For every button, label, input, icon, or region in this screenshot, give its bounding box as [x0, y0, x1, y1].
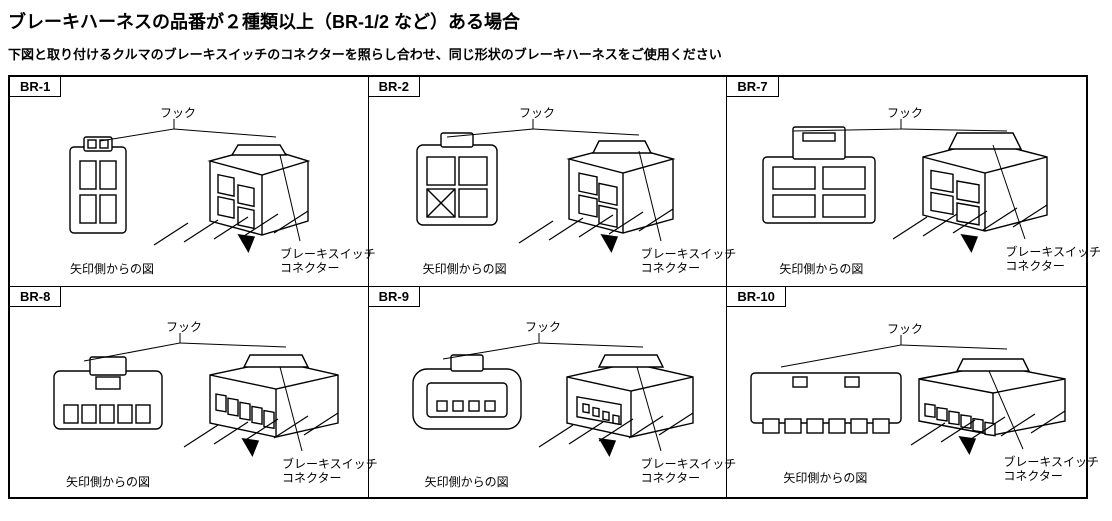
switch-connector-caption: ブレーキスイッチコネクター: [280, 247, 376, 276]
leader-line-icon: [901, 129, 1007, 131]
leader-line-icon: [539, 343, 643, 347]
hook-label: フック: [160, 106, 196, 120]
front-view-icon: [413, 355, 521, 429]
iso-view-icon: [911, 359, 1065, 445]
iso-view-icon: [184, 355, 338, 447]
view-arrow-icon: [961, 227, 984, 253]
switch-connector-caption: ブレーキスイッチコネクター: [282, 457, 378, 486]
iso-view-icon: [519, 141, 673, 243]
arrow-side-caption: 矢印側からの図: [66, 475, 150, 489]
hook-label: フック: [519, 106, 555, 120]
switch-connector-caption: ブレーキスイッチコネクター: [1005, 245, 1101, 274]
arrow-side-caption: 矢印側からの図: [783, 471, 867, 485]
hook-label: フック: [887, 322, 923, 336]
connector-cell: BR-2フック矢印側からの図ブレーキスイッチコネクター: [369, 77, 728, 287]
front-view-icon: [417, 133, 497, 225]
connector-cell: BR-1フック矢印側からの図ブレーキスイッチコネクター: [10, 77, 369, 287]
connector-grid: BR-1フック矢印側からの図ブレーキスイッチコネクターBR-2フック矢印側からの…: [8, 75, 1088, 499]
connector-cell: BR-7フック矢印側からの図ブレーキスイッチコネクター: [727, 77, 1086, 287]
hook-label: フック: [525, 320, 561, 334]
leader-line-icon: [781, 335, 901, 367]
switch-connector-caption: ブレーキスイッチコネクター: [641, 457, 737, 486]
leader-line-icon: [901, 345, 1007, 349]
leader-line-icon: [533, 129, 639, 135]
front-view-icon: [763, 127, 875, 223]
iso-view-icon: [893, 133, 1047, 239]
arrow-side-caption: 矢印側からの図: [70, 262, 154, 276]
page-title: ブレーキハーネスの品番が２種類以上（BR-1/2 など）ある場合: [8, 8, 1104, 34]
arrow-side-caption: 矢印側からの図: [779, 262, 863, 276]
leader-line-icon: [174, 129, 276, 137]
connector-cell: BR-9フック矢印側からの図ブレーキスイッチコネクター: [369, 287, 728, 497]
front-view-icon: [70, 137, 126, 233]
page-subtitle: 下図と取り付けるクルマのブレーキスイッチのコネクターを照らし合わせ、同じ形状のブ…: [8, 44, 1104, 63]
hook-label: フック: [166, 320, 202, 334]
iso-view-icon: [154, 145, 308, 245]
leader-line-icon: [180, 343, 286, 347]
hook-label: フック: [887, 106, 923, 120]
arrow-side-caption: 矢印側からの図: [423, 262, 507, 276]
connector-cell: BR-8フック矢印側からの図ブレーキスイッチコネクター: [10, 287, 369, 497]
iso-view-icon: [539, 355, 693, 447]
connector-cell: BR-10フック矢印側からの図ブレーキスイッチコネクター: [727, 287, 1086, 497]
front-view-icon: [54, 357, 162, 429]
arrow-side-caption: 矢印側からの図: [425, 475, 509, 489]
switch-connector-caption: ブレーキスイッチコネクター: [1003, 455, 1099, 484]
switch-connector-caption: ブレーキスイッチコネクター: [641, 247, 737, 276]
front-view-icon: [751, 373, 901, 433]
